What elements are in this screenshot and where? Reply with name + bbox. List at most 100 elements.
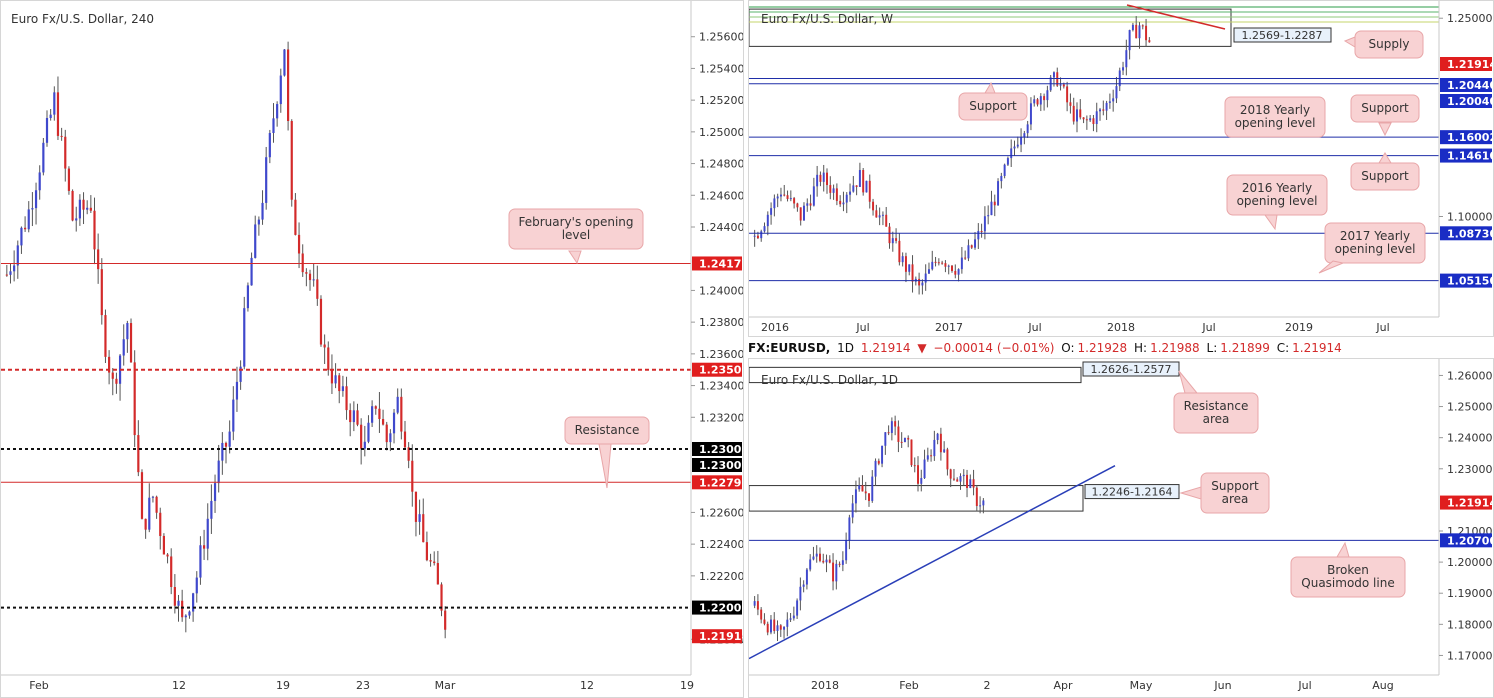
candle-body [819,174,822,182]
callout-support-2-box[interactable] [1350,94,1420,123]
candle-body [418,514,421,522]
candle-body [881,214,884,216]
price-tag [1440,94,1492,108]
price-tag [1440,495,1492,510]
candle-body [93,210,96,250]
candle-body [38,172,41,191]
candle-body [946,449,949,470]
candle-body [137,435,140,473]
candle-body [871,476,874,501]
candle-body [941,262,944,264]
candle-body [832,562,835,582]
price-tag-label: 1.23000 [699,443,744,456]
candle-body [917,465,919,484]
callout-resistance-text: Resistance [575,423,640,437]
candle-body [170,556,173,588]
h4-chart[interactable]: 1.25600 1.25400 1.25200 1.25000 1.24800 1.246… [1,1,744,698]
candle-body [202,545,206,549]
candle-body [819,553,821,561]
candle-body [1092,118,1095,125]
candle-body [966,474,969,488]
candle-body [868,180,871,202]
candle-body [213,483,217,501]
callout-2018-open-box[interactable] [1224,96,1326,138]
candle-body [1095,111,1098,125]
candle-body [779,194,782,197]
time-tick-label: Feb [29,679,48,692]
candle-body [294,199,297,235]
candle-body [1023,133,1026,138]
candle-body [31,208,34,210]
candle-body [181,600,184,618]
time-tick-label: 19 [680,679,694,692]
candle-body [400,396,403,432]
candle-body [78,199,81,219]
callout-2017-open-box[interactable] [1324,222,1426,264]
candle-body [959,476,962,482]
candle-body [805,569,808,585]
candle-body [1062,84,1065,87]
weekly-chart[interactable]: 1.25000 1.10000 2016 Jul 2017 Jul 2018 Jul 2019 J… [749,1,1494,337]
candle-body [1135,24,1138,39]
price-tag [692,256,742,271]
price-tag-label: 1.23500 [699,364,744,377]
callout-feb-open-box[interactable] [508,208,644,250]
daily-chart[interactable]: 1.260001.250001.240001.230001.210001.200… [749,359,1494,698]
callout-support-3-pointer [1378,152,1392,164]
candle-body [861,485,864,492]
candle-body [5,274,8,276]
candle-body [753,235,756,237]
candle-body [1039,96,1042,105]
time-tick-label: Feb [899,679,918,692]
candle-body [769,619,772,633]
callout-support-pointer [984,81,996,94]
candle-body [822,172,825,182]
callout-resistance-area-box[interactable] [1173,392,1259,434]
candle-body [903,437,906,443]
callout-broken-qm-text: Quasimodo line [1301,576,1394,590]
price-tick-label: 1.26000 [1447,369,1493,382]
candle-body [812,556,815,560]
daily-chart-panel[interactable]: 1.26000 1.25000 1.24000 1.23000 1.21000 1.200… [748,358,1494,698]
h4-chart-panel[interactable]: 1.25600 1.25400 1.25200 1.25000 1.24800 1.246… [0,0,744,698]
candle-body [845,540,848,561]
candle-body [374,406,377,409]
candle-body [1013,146,1016,149]
candle-body [1000,175,1003,182]
callout-broken-qm-text: Broken [1327,563,1369,577]
last-price: 1.21914 [860,341,911,355]
candle-body [838,563,841,565]
callout-resistance-area-text: Resistance [1184,399,1249,413]
candle-body [290,120,293,200]
candle-body [802,205,805,221]
candle-body [776,625,779,631]
callout-resistance-area-pointer [1178,370,1199,394]
callout-support-area-text: area [1222,492,1249,506]
candle-body [1138,25,1141,39]
price-tag-label: 1.20040 [1447,95,1494,108]
candle-body [799,207,802,221]
candle-body [885,214,888,227]
candle-body [921,282,924,286]
weekly-chart-panel[interactable]: 1.25000 1.10000 2016 Jul 2017 Jul 2018 Jul 2019 J… [748,0,1494,337]
candle-body [67,168,71,191]
candle-body [931,261,934,270]
candle-body [49,114,52,118]
price-tick-label: 1.24400 [699,221,744,234]
interval-label[interactable]: 1D [837,341,855,355]
candle-body [832,188,835,193]
candle-body [864,491,867,494]
candle-body [53,92,56,115]
candle-body [766,214,769,227]
symbol-name[interactable]: FX:EURUSD, [748,341,831,355]
candle-body [760,609,763,620]
candle-body [927,269,930,274]
callout-2017-open-text: opening level [1335,242,1416,256]
candle-body [951,265,953,271]
price-tick-label: 1.24600 [699,189,744,202]
price-tick-label: 1.19000 [1447,587,1493,600]
price-tag [1440,533,1492,548]
callout-2017-open-pointer [1318,260,1345,274]
callout-feb-open-pointer [568,250,582,265]
price-tag [1440,148,1492,163]
